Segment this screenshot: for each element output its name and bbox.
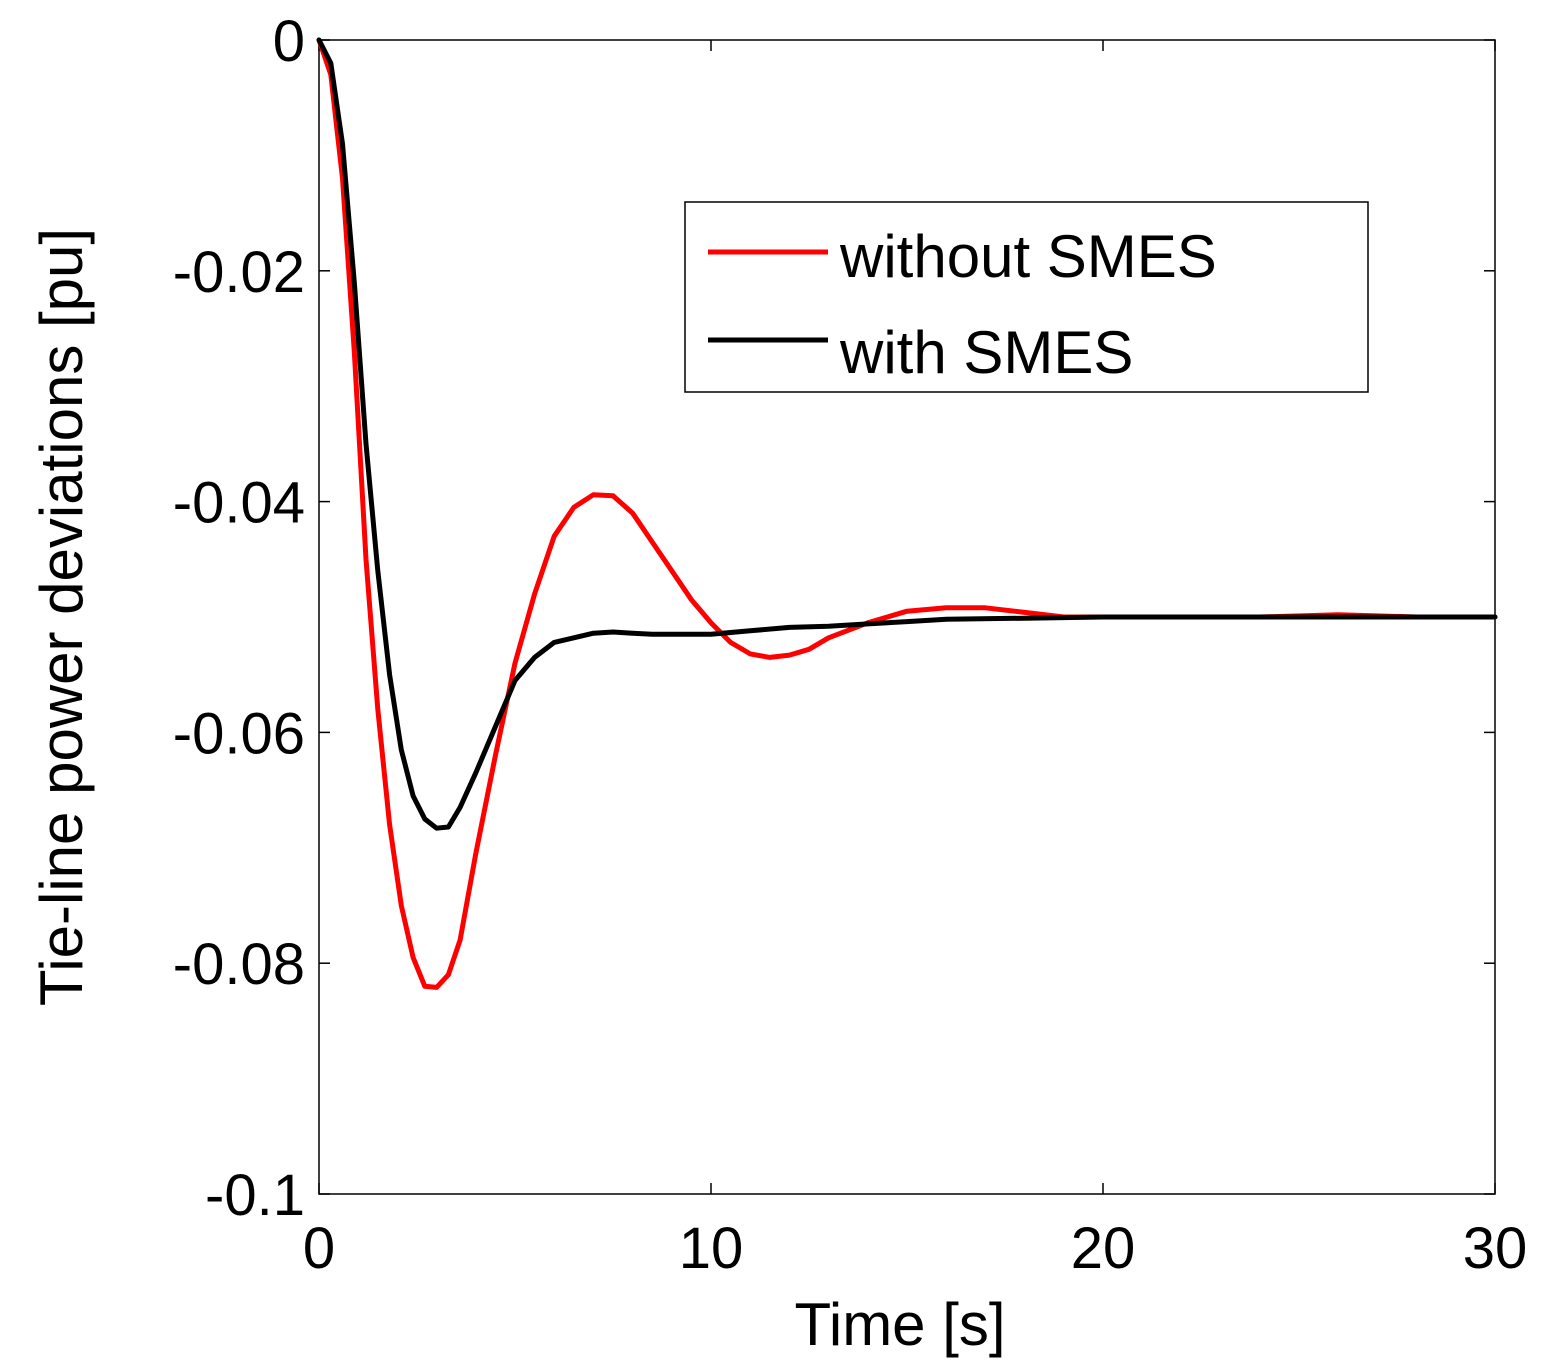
x-tick-labels: 0 10 20 30: [303, 1216, 1527, 1281]
series-group: [316, 37, 1498, 990]
y-tick-label: -0.08: [173, 932, 305, 997]
y-tick-label: -0.04: [173, 471, 305, 536]
x-tick-label: 30: [1463, 1216, 1528, 1281]
y-tick-label: -0.02: [173, 240, 305, 305]
y-tick-label: -0.06: [173, 701, 305, 766]
y-tick-label: 0: [273, 9, 305, 74]
y-axis-title: Tie-line power deviations [pu]: [28, 228, 95, 1006]
y-tick-label: -0.1: [205, 1163, 305, 1228]
x-tick-label: 20: [1071, 1216, 1136, 1281]
series-line-with-smes: [316, 37, 1498, 831]
legend-label-with-smes: with SMES: [839, 319, 1133, 386]
series-line-without-smes: [316, 37, 1498, 990]
y-tick-labels: 0 -0.02 -0.04 -0.06 -0.08 -0.1: [173, 9, 305, 1228]
x-tick-label: 10: [679, 1216, 744, 1281]
x-axis-title: Time [s]: [794, 1291, 1005, 1358]
legend: without SMES with SMES: [684, 201, 1369, 393]
x-tick-label: 0: [303, 1216, 335, 1281]
legend-box: [684, 201, 1369, 393]
legend-label-without-smes: without SMES: [839, 223, 1217, 290]
